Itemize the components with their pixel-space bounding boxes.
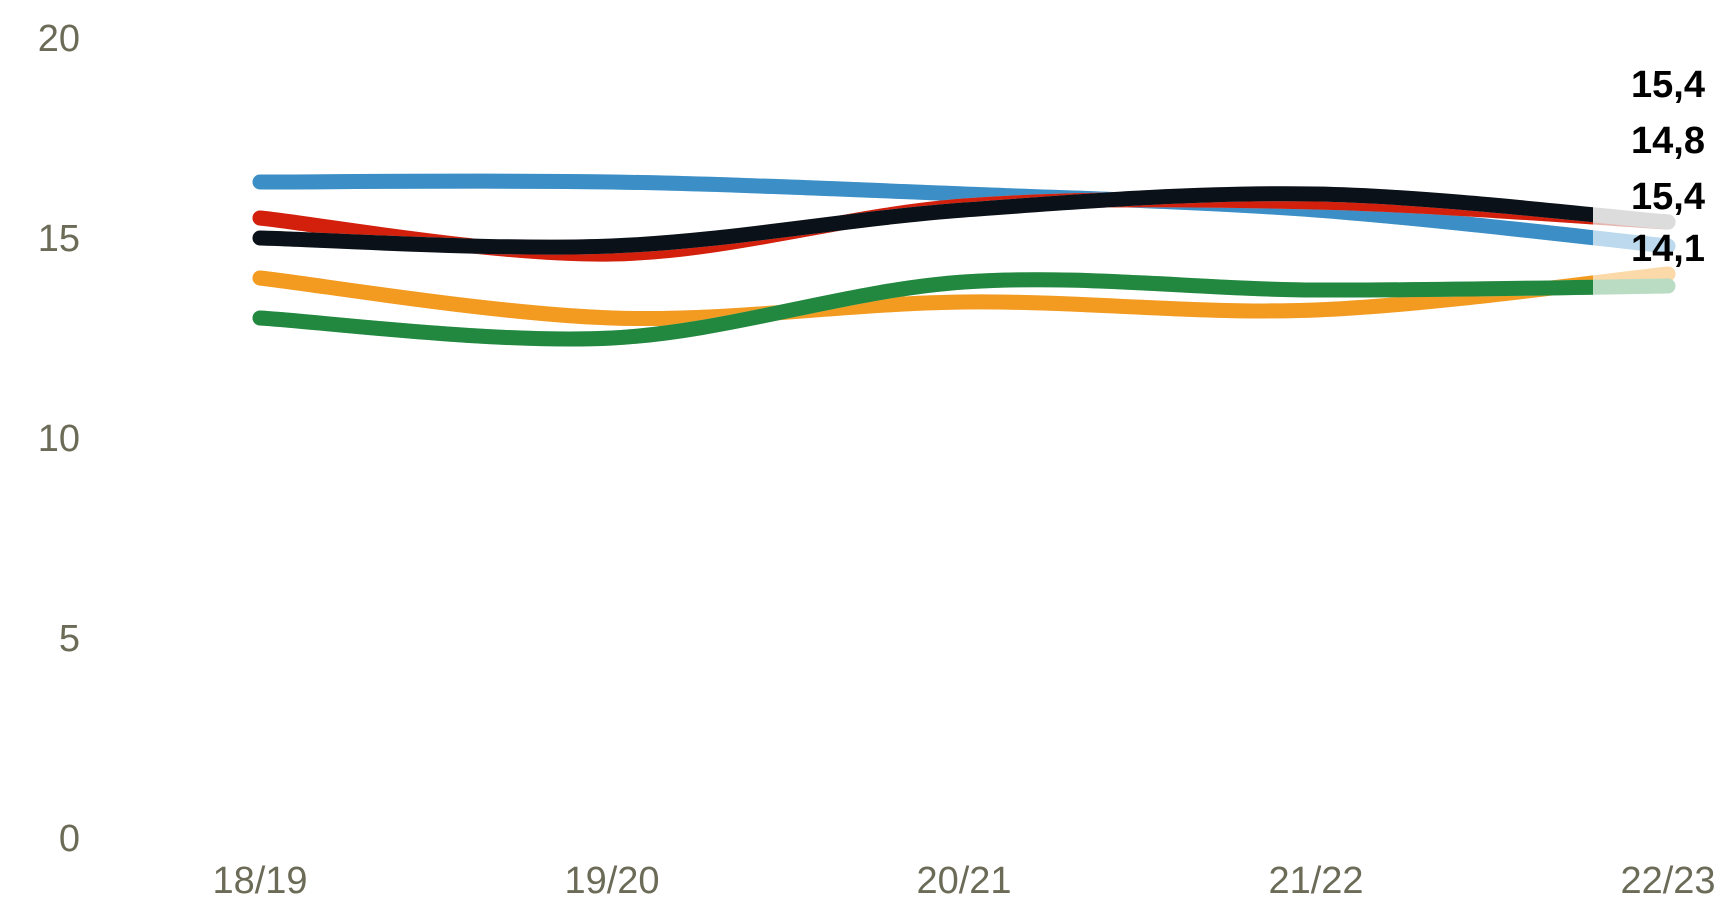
x-tick-label: 19/20 xyxy=(564,860,659,898)
end-value-labels: 15,4 14,8 15,4 14,1 xyxy=(1631,64,1705,270)
series-line xyxy=(252,272,1593,347)
end-value-label: 14,8 xyxy=(1631,120,1705,162)
end-value-label: 15,4 xyxy=(1631,64,1705,106)
x-tick-label: 21/22 xyxy=(1268,860,1363,898)
y-tick-label: 10 xyxy=(38,418,80,460)
end-value-label: 15,4 xyxy=(1631,176,1705,218)
y-tick-label: 5 xyxy=(59,618,80,660)
y-tick-label: 15 xyxy=(38,218,80,260)
series-line xyxy=(252,173,1593,246)
series-lines xyxy=(252,173,1676,347)
y-tick-label: 0 xyxy=(59,818,80,860)
x-axis-ticks: 18/19 19/20 20/21 21/22 22/23 xyxy=(212,860,1715,898)
end-value-label: 14,1 xyxy=(1631,228,1705,270)
x-tick-label: 20/21 xyxy=(916,860,1011,898)
x-tick-label: 22/23 xyxy=(1620,860,1715,898)
series-line xyxy=(252,186,1593,255)
series-line xyxy=(252,270,1593,327)
y-tick-label: 20 xyxy=(38,18,80,60)
y-axis-ticks: 0 5 10 15 20 xyxy=(38,18,80,860)
x-tick-label: 18/19 xyxy=(212,860,307,898)
